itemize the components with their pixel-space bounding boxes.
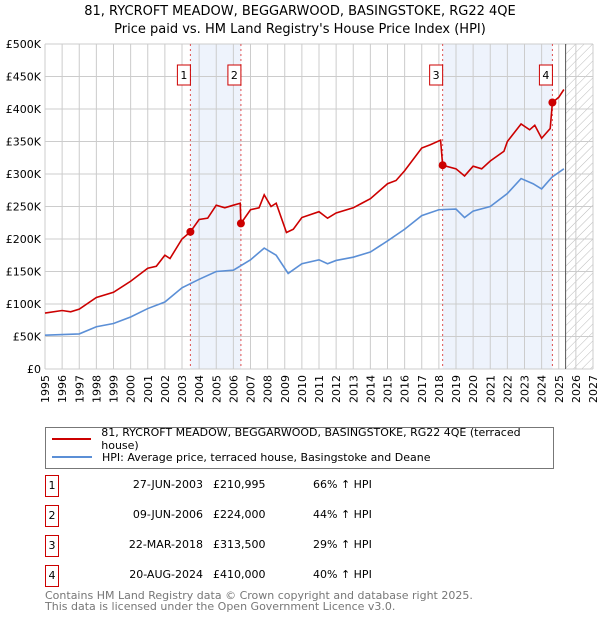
x-tick-label: 2000: [125, 375, 138, 403]
sale-point: [236, 219, 245, 228]
x-tick-label: 2022: [501, 375, 514, 403]
sale-marker-label: 4: [542, 69, 549, 82]
sale-price: £410,000: [213, 568, 266, 581]
sale-date: 09-JUN-2006: [132, 508, 203, 521]
y-tick-label: £250K: [6, 201, 42, 214]
chart-title: 81, RYCROFT MEADOW, BEGGARWOOD, BASINGST…: [84, 4, 516, 19]
x-tick-label: 2019: [450, 375, 463, 403]
y-tick-label: £450K: [6, 71, 42, 84]
chart-subtitle: Price paid vs. HM Land Registry's House …: [114, 22, 486, 37]
sale-row: 4 20-AUG-2024 £410,000 40% ↑ HPI: [45, 565, 445, 587]
sale-point: [548, 98, 557, 107]
sale-marker-label: 1: [180, 69, 187, 82]
x-tick-label: 2004: [193, 375, 206, 403]
x-tick-label: 2021: [484, 375, 497, 403]
sale-marker-label: 2: [45, 505, 59, 527]
x-tick-label: 2026: [570, 375, 583, 403]
y-tick-label: £500K: [6, 38, 42, 51]
sale-price: £210,995: [213, 478, 266, 491]
hpi-line: [44, 168, 565, 336]
x-tick-label: 2020: [467, 375, 480, 403]
x-tick-label: 2015: [382, 375, 395, 403]
sale-hpi-diff: 29% ↑ HPI: [313, 538, 372, 551]
y-tick-label: £400K: [6, 103, 42, 116]
sale-marker-box: [538, 64, 553, 86]
sale-marker-label: 3: [433, 69, 440, 82]
y-tick-label: £50K: [13, 331, 42, 344]
y-tick-label: £350K: [6, 136, 42, 149]
sale-marker-box: [227, 64, 242, 86]
x-tick-label: 2018: [433, 375, 446, 403]
y-tick-label: £150K: [6, 266, 42, 279]
sale-marker-label: 1: [45, 475, 59, 497]
sale-hpi-diff: 40% ↑ HPI: [313, 568, 372, 581]
y-tick-label: £300K: [6, 168, 42, 181]
x-tick-label: 1998: [90, 375, 103, 403]
legend: 81, RYCROFT MEADOW, BEGGARWOOD, BASINGST…: [45, 426, 554, 469]
price-chart: 1995 1996 1997 1998 1999 2000 2001 2002 2003 2004…: [6, 38, 600, 403]
legend-item-property: 81, RYCROFT MEADOW, BEGGARWOOD, BASINGST…: [52, 426, 553, 452]
sale-marker-label: 4: [45, 565, 59, 587]
sale-price: £313,500: [213, 538, 266, 551]
x-tick-label: 2009: [279, 375, 292, 403]
x-tick-label: 2003: [176, 375, 189, 403]
x-tick-label: 2025: [553, 375, 566, 403]
x-tick-label: 2024: [536, 375, 549, 403]
sale-date: 27-JUN-2003: [132, 478, 203, 491]
sale-date: 22-MAR-2018: [128, 538, 203, 551]
legend-label: 81, RYCROFT MEADOW, BEGGARWOOD, BASINGST…: [101, 426, 521, 452]
legend-label: HPI: Average price, terraced house, Basi…: [102, 450, 431, 464]
sale-row: 2 09-JUN-2006 £224,000 44% ↑ HPI: [45, 505, 445, 527]
x-tick-label: 1995: [39, 375, 52, 403]
property-price-line: [44, 89, 565, 314]
x-tick-label: 2011: [313, 375, 326, 403]
x-tick-label: 2017: [416, 375, 429, 403]
x-tick-label: 2014: [364, 375, 377, 403]
sale-hpi-diff: 66% ↑ HPI: [313, 478, 372, 491]
sale-row: 1 27-JUN-2003 £210,995 66% ↑ HPI: [45, 475, 445, 497]
footer-line: This data is licensed under the Open Gov…: [45, 600, 396, 613]
sale-marker-box: [429, 64, 444, 86]
x-tick-label: 2005: [210, 375, 223, 403]
footer: Contains HM Land Registry data © Crown c…: [45, 590, 473, 612]
x-tick-label: 2001: [142, 375, 155, 403]
sale-row: 3 22-MAR-2018 £313,500 29% ↑ HPI: [45, 535, 445, 557]
x-tick-label: 2007: [245, 375, 258, 403]
sale-hpi-diff: 44% ↑ HPI: [313, 508, 372, 521]
sale-marker-box: [176, 64, 191, 86]
sale-marker-label: 3: [45, 535, 59, 557]
x-tick-label: 2008: [262, 375, 275, 403]
x-tick-label: 2013: [347, 375, 360, 403]
x-tick-label: 1999: [108, 375, 121, 403]
footer-line: Contains HM Land Registry data © Crown c…: [45, 589, 473, 602]
legend-swatch-blue: [52, 456, 92, 458]
legend-swatch-red: [52, 438, 92, 440]
sale-point: [438, 161, 447, 170]
sale-point: [186, 227, 195, 236]
x-tick-label: 2002: [159, 375, 172, 403]
x-tick-label: 2023: [519, 375, 532, 403]
x-tick-label: 2010: [296, 375, 309, 403]
x-tick-label: 1997: [73, 375, 86, 403]
x-tick-label: 2012: [330, 375, 343, 403]
x-tick-label: 2016: [399, 375, 412, 403]
legend-item-hpi: HPI: Average price, terraced house, Basi…: [52, 448, 430, 466]
y-tick-label: £100K: [6, 298, 42, 311]
x-tick-label: 2006: [227, 375, 240, 403]
x-tick-label: 1996: [56, 375, 69, 403]
sale-price: £224,000: [213, 508, 266, 521]
y-tick-label: £200K: [6, 233, 42, 246]
x-tick-label: 2027: [587, 375, 600, 403]
y-tick-label: £0: [27, 363, 41, 376]
sale-marker-label: 2: [231, 69, 238, 82]
sale-date: 20-AUG-2024: [129, 568, 203, 581]
